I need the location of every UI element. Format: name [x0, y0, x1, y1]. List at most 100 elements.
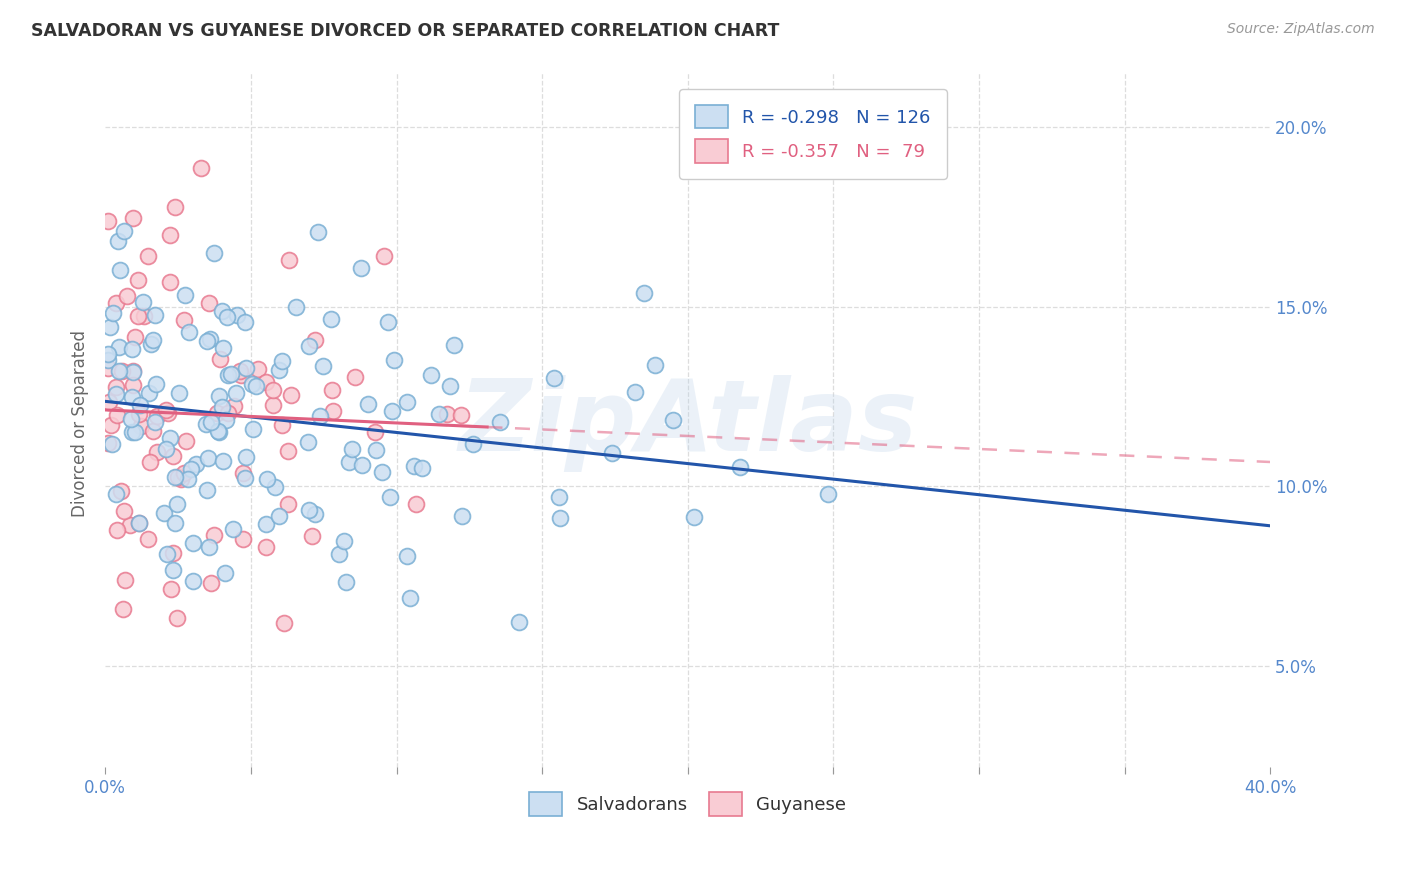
- Point: [439, 379, 461, 393]
- Point: [420, 368, 443, 383]
- Point: [200, 575, 222, 590]
- Point: [101, 306, 124, 320]
- Point: [121, 425, 143, 439]
- Point: [225, 308, 247, 322]
- Point: [159, 431, 181, 445]
- Point: [100, 418, 122, 433]
- Point: [105, 380, 128, 394]
- Point: [262, 383, 284, 397]
- Point: [235, 450, 257, 465]
- Point: [181, 536, 204, 550]
- Point: [142, 333, 165, 347]
- Point: [176, 472, 198, 486]
- Point: [256, 472, 278, 486]
- Point: [217, 406, 239, 420]
- Point: [215, 413, 238, 427]
- Point: [380, 491, 402, 505]
- Point: [104, 487, 127, 501]
- Point: [97, 435, 120, 450]
- Point: [271, 354, 294, 368]
- Point: [427, 407, 450, 421]
- Point: [111, 364, 134, 378]
- Point: [174, 434, 197, 448]
- Point: [451, 509, 474, 524]
- Point: [180, 462, 202, 476]
- Point: [600, 446, 623, 460]
- Point: [195, 483, 218, 497]
- Point: [165, 469, 187, 483]
- Point: [169, 386, 191, 401]
- Point: [120, 412, 142, 426]
- Point: [337, 455, 360, 469]
- Point: [214, 566, 236, 580]
- Point: [128, 516, 150, 530]
- Point: [100, 437, 122, 451]
- Point: [166, 498, 188, 512]
- Point: [132, 295, 155, 310]
- Point: [145, 377, 167, 392]
- Point: [112, 504, 135, 518]
- Point: [177, 325, 200, 339]
- Point: [242, 422, 264, 436]
- Point: [335, 574, 357, 589]
- Point: [450, 409, 472, 423]
- Point: [229, 363, 252, 377]
- Point: [233, 315, 256, 329]
- Point: [173, 467, 195, 481]
- Point: [124, 330, 146, 344]
- Point: [142, 424, 165, 438]
- Point: [98, 319, 121, 334]
- Point: [245, 379, 267, 393]
- Point: [127, 310, 149, 324]
- Point: [165, 516, 187, 530]
- Point: [644, 358, 666, 372]
- Point: [208, 389, 231, 403]
- Point: [357, 397, 380, 411]
- Point: [298, 339, 321, 353]
- Point: [548, 510, 571, 524]
- Point: [683, 510, 706, 524]
- Point: [312, 359, 335, 373]
- Point: [322, 404, 344, 418]
- Point: [208, 425, 231, 440]
- Point: [174, 288, 197, 302]
- Point: [108, 340, 131, 354]
- Point: [205, 406, 228, 420]
- Point: [117, 289, 139, 303]
- Point: [155, 442, 177, 456]
- Point: [240, 377, 263, 392]
- Point: [204, 528, 226, 542]
- Point: [139, 336, 162, 351]
- Point: [328, 547, 350, 561]
- Point: [112, 602, 135, 616]
- Text: SALVADORAN VS GUYANESE DIVORCED OR SEPARATED CORRELATION CHART: SALVADORAN VS GUYANESE DIVORCED OR SEPAR…: [31, 22, 779, 40]
- Point: [217, 310, 239, 325]
- Point: [405, 497, 427, 511]
- Point: [267, 508, 290, 523]
- Point: [633, 286, 655, 301]
- Point: [195, 417, 218, 431]
- Point: [155, 403, 177, 417]
- Point: [273, 616, 295, 631]
- Point: [463, 437, 485, 451]
- Point: [229, 368, 252, 382]
- Point: [197, 295, 219, 310]
- Point: [728, 460, 751, 475]
- Point: [364, 425, 387, 439]
- Point: [155, 547, 177, 561]
- Point: [200, 416, 222, 430]
- Point: [97, 214, 120, 228]
- Point: [127, 273, 149, 287]
- Point: [207, 424, 229, 438]
- Point: [548, 490, 571, 504]
- Point: [277, 497, 299, 511]
- Point: [344, 370, 367, 384]
- Point: [98, 394, 121, 409]
- Point: [122, 364, 145, 378]
- Point: [232, 466, 254, 480]
- Point: [114, 573, 136, 587]
- Point: [232, 532, 254, 546]
- Point: [212, 454, 235, 468]
- Point: [107, 234, 129, 248]
- Point: [319, 311, 342, 326]
